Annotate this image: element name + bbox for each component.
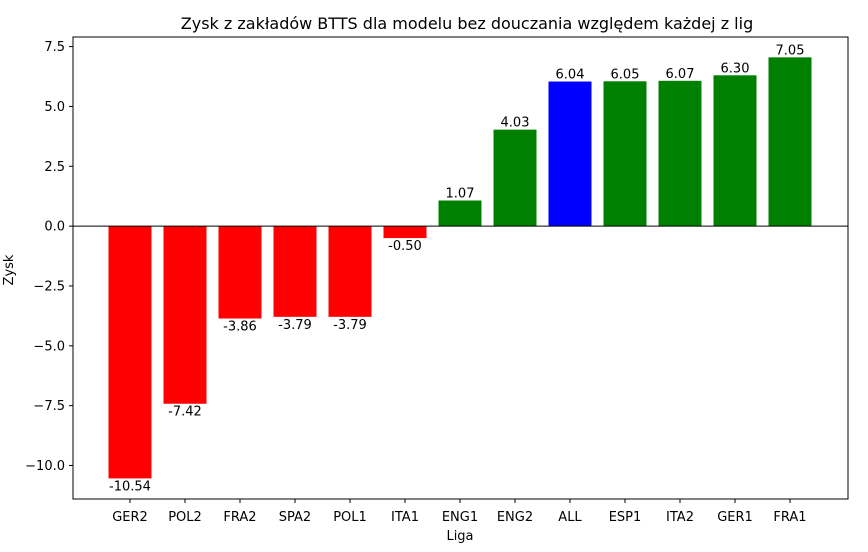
bar-value-label-pol2: -7.42 [168,405,202,420]
y-axis: −10.0 −7.5 −5.0 −2.5 0.0 2.5 5.0 7.5 [25,40,73,474]
bar-value-label-fra2: -3.86 [223,320,257,335]
bar-value-label-ger1: 6.30 [721,61,750,76]
bar-value-label-esp1: 6.05 [611,67,640,82]
bar-value-label-ita2: 6.07 [666,67,695,82]
x-tick-label-pol1: POL1 [333,510,367,525]
bar-value-label-eng2: 4.03 [501,116,530,131]
y-tick-label: 5.0 [44,100,65,115]
x-tick-label-eng2: ENG2 [497,510,533,525]
x-tick-label-spa2: SPA2 [279,510,311,525]
x-axis: GER2 POL2 FRA2 SPA2 POL1 ITA1 ENG1 ENG2 ALL ESP1 I… [112,499,807,525]
y-axis-label: Zysk [2,254,17,285]
bar-value-label-ger2: -10.54 [109,479,151,494]
bar-ita1 [383,226,427,239]
x-tick-label-pol2: POL2 [168,510,202,525]
bar-pol2 [163,226,207,404]
bar-value-label-spa2: -3.79 [278,318,312,333]
x-tick-label-ger2: GER2 [112,510,148,525]
x-tick-label-eng1: ENG1 [442,510,478,525]
bar-eng2 [493,129,537,227]
plot-frame [72,36,849,500]
bar-value-label-ita1: -0.50 [388,239,422,254]
bar-value-label-pol1: -3.79 [333,318,367,333]
x-tick-label-ita1: ITA1 [391,510,419,525]
bar-value-label-fra1: 7.05 [776,43,805,58]
y-tick-label: 7.5 [44,40,65,55]
bars-group [108,57,812,479]
bar-eng1 [438,200,482,227]
bar-esp1 [603,81,647,227]
x-axis-label: Liga [446,529,473,544]
bar-ita2 [658,80,702,227]
x-tick-label-ger1: GER1 [717,510,753,525]
y-tick-label: 2.5 [44,160,65,175]
y-tick-label: −5.0 [33,339,65,354]
bar-value-label-eng1: 1.07 [446,186,475,201]
bar-pol1 [328,226,372,317]
bar-value-label-all: 6.04 [556,68,585,83]
x-tick-label-all: ALL [558,510,582,525]
x-tick-label-esp1: ESP1 [609,510,642,525]
y-tick-label: −2.5 [33,279,65,294]
bar-spa2 [273,226,317,317]
bar-labels-group: -10.54 -7.42 -3.86 -3.79 -3.79 -0.50 1.07 4.03 6… [109,43,804,494]
y-tick-label: 0.0 [44,220,65,235]
y-tick-label: −7.5 [33,399,65,414]
bar-ger2 [108,226,152,479]
bar-fra2 [218,226,262,319]
x-tick-label-ita2: ITA2 [666,510,694,525]
bar-ger1 [713,75,757,227]
bar-fra1 [768,57,812,227]
x-tick-label-fra1: FRA1 [773,510,806,525]
x-tick-label-fra2: FRA2 [223,510,256,525]
bar-all [548,81,592,227]
chart-title: Zysk z zakładów BTTS dla modelu bez douc… [181,14,753,33]
y-tick-label: −10.0 [25,459,65,474]
